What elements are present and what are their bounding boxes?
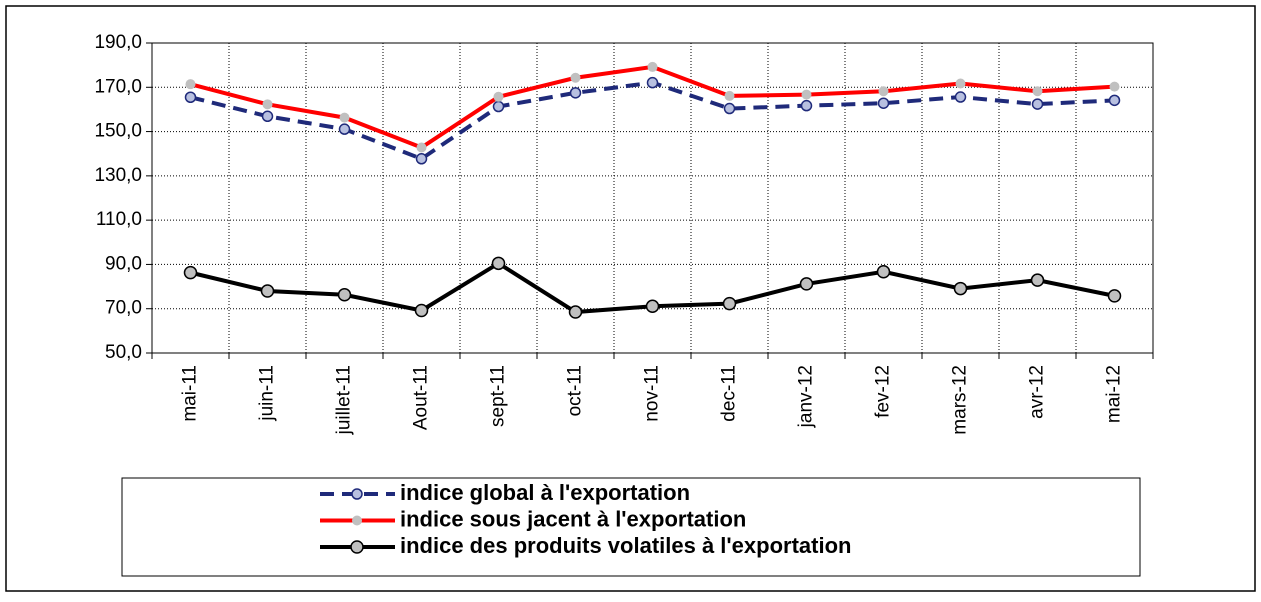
legend-box	[121, 477, 1141, 577]
y-tick-label: 130,0	[94, 165, 142, 186]
point	[184, 91, 197, 103]
x-tick-label: mars-12	[950, 365, 971, 435]
x-tick-label: dec-11	[719, 365, 740, 422]
x-tick-label: sept-11	[488, 365, 509, 427]
point	[1031, 98, 1044, 110]
point	[1032, 86, 1043, 97]
point	[800, 99, 813, 112]
legend-label: indice sous jacent à l'exportation	[400, 506, 746, 531]
y-tick-label: 190,0	[94, 32, 142, 53]
point	[876, 264, 891, 279]
point	[416, 142, 427, 153]
legend-marker	[352, 515, 362, 526]
point	[953, 281, 968, 296]
point	[568, 305, 583, 319]
point	[645, 299, 660, 314]
point	[954, 91, 967, 103]
x-tick-label: janv-12	[796, 365, 817, 428]
point	[415, 153, 428, 165]
point	[878, 86, 889, 97]
x-tick-label: nov-11	[642, 365, 663, 422]
point	[955, 78, 966, 89]
point	[493, 91, 504, 102]
point	[570, 72, 581, 83]
legend-label: indice global à l'exportation	[400, 480, 690, 505]
point	[799, 277, 814, 291]
y-tick-label: 150,0	[94, 121, 142, 142]
y-tick-label: 50,0	[105, 342, 142, 363]
point	[338, 123, 351, 135]
point	[261, 110, 274, 123]
point	[801, 89, 812, 100]
point	[722, 296, 737, 311]
point	[414, 303, 429, 318]
y-tick-label: 170,0	[94, 76, 142, 97]
point	[724, 90, 735, 101]
x-tick-label: mai-11	[180, 365, 201, 422]
point	[569, 87, 582, 99]
point	[1108, 94, 1121, 107]
plot-area	[151, 42, 1154, 354]
x-tick-label: juillet-11	[334, 365, 355, 435]
x-tick-label: mai-12	[1104, 365, 1125, 423]
x-tick-label: avr-12	[1027, 365, 1048, 419]
x-tick-label: fev-12	[873, 365, 894, 418]
y-tick-label: 70,0	[105, 298, 142, 319]
legend-marker	[351, 488, 363, 500]
legend-marker	[350, 540, 364, 554]
point	[339, 112, 350, 123]
point	[337, 288, 352, 302]
point	[262, 99, 273, 110]
point	[183, 265, 198, 280]
point	[260, 284, 275, 298]
point	[1109, 81, 1120, 92]
point	[491, 256, 506, 271]
x-tick-label: juin-11	[257, 365, 278, 422]
x-tick-label: Aout-11	[411, 365, 432, 430]
point	[647, 61, 658, 72]
point	[646, 76, 659, 89]
point	[723, 102, 736, 115]
x-tick-label: oct-11	[565, 365, 586, 416]
legend-label: indice des produits volatiles à l'export…	[400, 533, 851, 558]
point	[1030, 273, 1045, 287]
point	[185, 79, 196, 90]
point	[1107, 289, 1122, 303]
point	[877, 97, 890, 109]
y-tick-label: 110,0	[96, 209, 142, 230]
point	[492, 100, 505, 113]
y-tick-label: 90,0	[105, 253, 142, 274]
